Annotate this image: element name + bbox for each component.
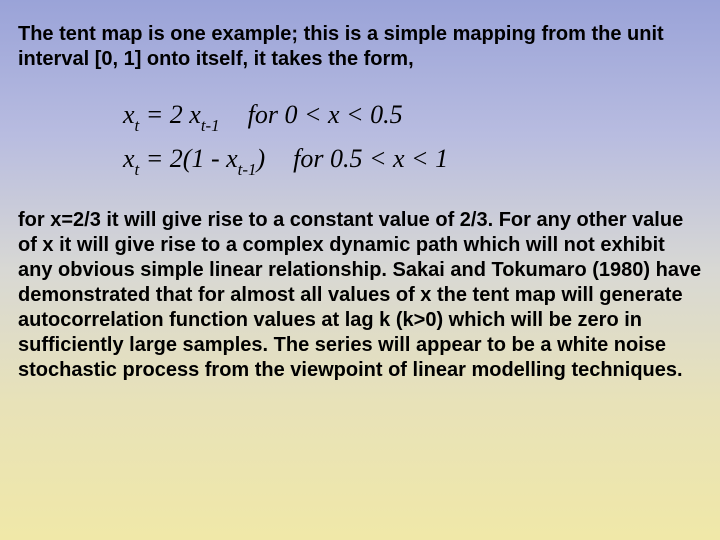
eq2-expression: xt = 2(1 - xt-1): [123, 144, 265, 178]
eq2-rhs-var: x: [226, 144, 238, 173]
eq2-lhs-sub: t: [135, 160, 140, 179]
eq1-lhs-sub: t: [135, 116, 140, 135]
eq1-condition: for 0 < x < 0.5: [248, 100, 403, 130]
equation-2: xt = 2(1 - xt-1) for 0.5 < x < 1: [123, 144, 702, 178]
intro-text: The tent map is one example; this is a s…: [18, 22, 702, 72]
eq2-condition: for 0.5 < x < 1: [293, 144, 448, 174]
eq1-expression: xt = 2 xt-1: [123, 100, 220, 134]
eq2-close: ): [256, 144, 265, 173]
body-text: for x=2/3 it will give rise to a constan…: [18, 208, 702, 383]
eq2-lhs-var: x: [123, 144, 135, 173]
eq1-equals: = 2: [139, 100, 189, 129]
eq2-equals: = 2(1 -: [139, 144, 226, 173]
eq1-lhs-var: x: [123, 100, 135, 129]
slide-container: The tent map is one example; this is a s…: [0, 0, 720, 540]
eq2-rhs-sub: t-1: [238, 160, 257, 179]
eq1-rhs-var: x: [189, 100, 201, 129]
eq1-rhs-sub: t-1: [201, 116, 220, 135]
equations-block: xt = 2 xt-1 for 0 < x < 0.5 xt = 2(1 - x…: [123, 100, 702, 178]
equation-1: xt = 2 xt-1 for 0 < x < 0.5: [123, 100, 702, 134]
